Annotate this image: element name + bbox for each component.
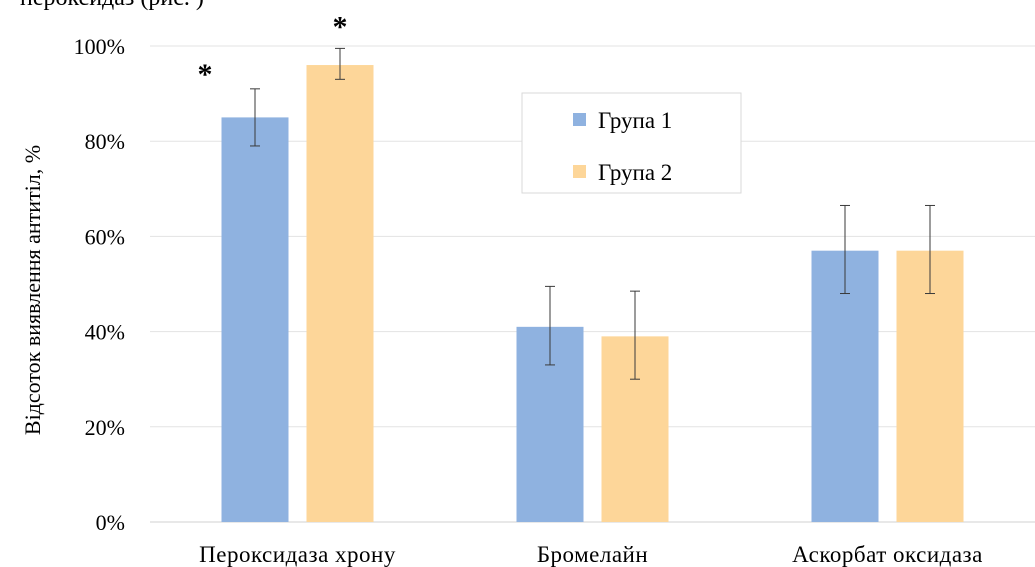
y-tick-label: 20% — [85, 415, 125, 440]
y-tick-label: 100% — [74, 34, 125, 59]
bar — [811, 250, 879, 522]
x-category-labels: Пероксидаза хрону Бромелайн Аскорбат оксид… — [199, 542, 983, 567]
error-bars — [250, 47, 935, 380]
y-tick-label: 40% — [85, 320, 125, 345]
significance-annotations: ** — [198, 10, 348, 90]
y-tick-label: 80% — [85, 129, 125, 154]
bars — [221, 65, 964, 523]
legend: Група 1 Група 2 — [521, 92, 742, 194]
y-tick-label: 0% — [96, 510, 125, 535]
bar — [306, 65, 374, 522]
y-axis-title: Відсоток виявлення антитіл, % — [20, 145, 45, 435]
bar — [221, 117, 289, 523]
y-tick-labels: 0% 20% 40% 60% 80% 100% — [74, 34, 125, 535]
legend-swatch — [573, 165, 586, 178]
significance-asterisk: * — [333, 10, 348, 43]
legend-swatch — [573, 113, 586, 126]
y-tick-label: 60% — [85, 224, 125, 249]
significance-asterisk: * — [198, 58, 213, 91]
legend-label: Група 1 — [598, 108, 672, 133]
legend-label: Група 2 — [598, 160, 672, 185]
x-category-label: Аскорбат оксидаза — [792, 542, 983, 567]
x-category-label: Пероксидаза хрону — [199, 542, 396, 567]
top-text-fragment: пероксидаз (рис. ) — [20, 0, 204, 11]
x-category-label: Бромелайн — [537, 542, 648, 567]
bar — [896, 250, 964, 522]
legend-box — [521, 92, 742, 194]
